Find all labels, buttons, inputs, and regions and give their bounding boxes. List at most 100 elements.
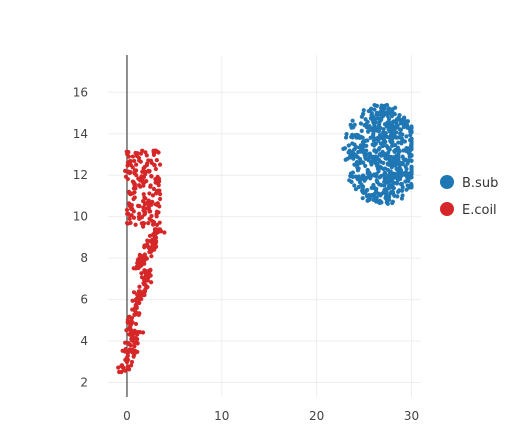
b-sub-point[interactable] [346, 143, 351, 148]
b-sub-point[interactable] [374, 178, 379, 183]
e-coil-point[interactable] [129, 207, 134, 212]
b-sub-point[interactable] [386, 184, 392, 189]
e-coil-point[interactable] [149, 245, 154, 250]
e-coil-point[interactable] [147, 169, 152, 174]
b-sub-point[interactable] [365, 119, 370, 125]
b-sub-point[interactable] [385, 167, 391, 173]
b-sub-point[interactable] [350, 141, 355, 146]
e-coil-point[interactable] [125, 152, 130, 157]
b-sub-point[interactable] [365, 171, 370, 176]
e-coil-point[interactable] [117, 369, 122, 375]
b-sub-point[interactable] [384, 189, 389, 194]
b-sub-point[interactable] [373, 141, 378, 146]
b-sub-point[interactable] [391, 127, 396, 132]
b-sub-point[interactable] [373, 120, 378, 125]
b-sub-point[interactable] [345, 156, 350, 161]
b-sub-point[interactable] [380, 143, 385, 149]
e-coil-point[interactable] [154, 214, 159, 219]
b-sub-point[interactable] [385, 111, 390, 116]
e-coil-point[interactable] [141, 221, 146, 226]
e-coil-point[interactable] [137, 300, 142, 306]
e-coil-point[interactable] [147, 191, 152, 196]
b-sub-point[interactable] [384, 124, 389, 129]
b-sub-point[interactable] [387, 156, 392, 161]
b-sub-point[interactable] [364, 148, 369, 153]
b-sub-point[interactable] [375, 136, 380, 141]
b-sub-point[interactable] [364, 193, 369, 199]
e-coil-point[interactable] [132, 158, 137, 164]
b-sub-point[interactable] [358, 134, 364, 140]
b-sub-point[interactable] [386, 162, 391, 167]
b-sub-point[interactable] [406, 171, 411, 176]
e-coil-point[interactable] [133, 321, 139, 327]
e-coil-point[interactable] [140, 148, 145, 153]
e-coil-point[interactable] [150, 193, 156, 198]
b-sub-point[interactable] [400, 193, 405, 198]
e-coil-point[interactable] [134, 337, 139, 342]
e-coil-point[interactable] [153, 166, 158, 172]
e-coil-point[interactable] [125, 317, 130, 323]
e-coil-point[interactable] [141, 224, 146, 229]
b-sub-point[interactable] [382, 172, 387, 177]
b-sub-point[interactable] [343, 135, 349, 140]
e-coil-point[interactable] [137, 158, 142, 163]
e-coil-point[interactable] [123, 347, 128, 352]
b-sub-point[interactable] [390, 174, 396, 179]
b-sub-point[interactable] [369, 128, 374, 133]
b-sub-point[interactable] [408, 132, 413, 138]
b-sub-point[interactable] [387, 120, 392, 125]
b-sub-point[interactable] [377, 146, 382, 151]
b-sub-point[interactable] [380, 149, 385, 154]
e-coil-point[interactable] [129, 315, 135, 321]
b-sub-point[interactable] [398, 174, 403, 179]
e-coil-point[interactable] [126, 349, 132, 354]
e-coil-point[interactable] [153, 191, 159, 196]
e-coil-point[interactable] [137, 216, 142, 221]
b-sub-point[interactable] [352, 122, 357, 127]
b-sub-point[interactable] [374, 198, 379, 203]
e-coil-point[interactable] [128, 159, 133, 164]
e-coil-point[interactable] [123, 340, 128, 345]
b-sub-point[interactable] [404, 166, 409, 172]
e-coil-point[interactable] [130, 154, 136, 159]
e-coil-point[interactable] [147, 209, 152, 214]
b-sub-point[interactable] [394, 130, 399, 135]
e-coil-point[interactable] [131, 290, 137, 295]
b-sub-point[interactable] [364, 143, 369, 148]
b-sub-point[interactable] [364, 175, 369, 181]
e-coil-point[interactable] [139, 260, 144, 265]
b-sub-point[interactable] [385, 146, 391, 151]
b-sub-point[interactable] [384, 179, 389, 184]
e-coil-point[interactable] [146, 221, 151, 226]
b-sub-point[interactable] [390, 158, 396, 163]
e-coil-point[interactable] [154, 178, 159, 184]
e-coil-point[interactable] [132, 182, 137, 187]
e-coil-point[interactable] [140, 169, 145, 174]
b-sub-point[interactable] [395, 177, 400, 182]
e-coil-point[interactable] [142, 195, 147, 200]
b-sub-point[interactable] [356, 177, 362, 183]
b-sub-point[interactable] [409, 125, 414, 131]
e-coil-point[interactable] [129, 363, 134, 368]
b-sub-point[interactable] [409, 136, 414, 141]
b-sub-point[interactable] [365, 138, 370, 143]
e-coil-point[interactable] [125, 353, 130, 358]
e-coil-point[interactable] [123, 168, 129, 174]
b-sub-point[interactable] [361, 173, 366, 178]
b-sub-point[interactable] [397, 188, 402, 193]
e-coil-point[interactable] [116, 365, 121, 370]
b-sub-point[interactable] [402, 157, 407, 163]
b-sub-point[interactable] [352, 183, 357, 188]
legend-item-e-coil[interactable]: E.coil [440, 202, 497, 218]
e-coil-point[interactable] [142, 212, 147, 217]
e-coil-point[interactable] [146, 158, 151, 163]
b-sub-point[interactable] [348, 171, 354, 176]
b-sub-point[interactable] [367, 197, 372, 203]
e-coil-point[interactable] [153, 232, 158, 237]
e-coil-point[interactable] [137, 211, 142, 216]
e-coil-point[interactable] [127, 326, 132, 331]
b-sub-point[interactable] [373, 161, 378, 166]
b-sub-point[interactable] [375, 155, 380, 160]
b-sub-point[interactable] [390, 143, 395, 148]
b-sub-point[interactable] [379, 153, 384, 158]
